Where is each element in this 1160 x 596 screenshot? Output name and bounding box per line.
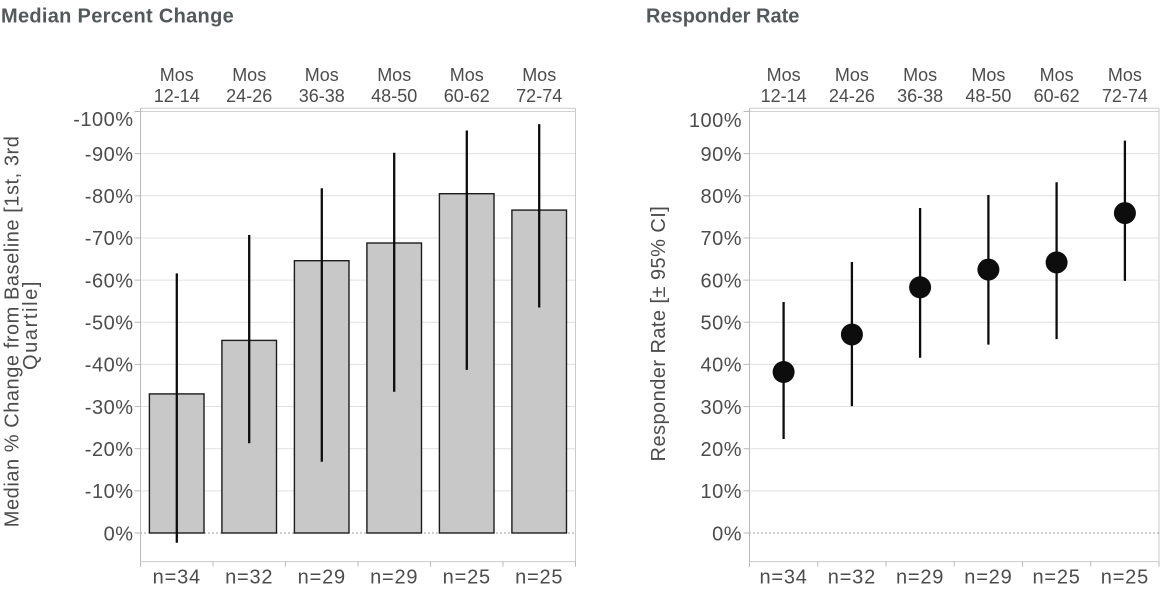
svg-text:n=25: n=25 [515,567,563,589]
svg-text:n=25: n=25 [443,567,491,589]
svg-text:n=32: n=32 [225,567,273,589]
svg-text:36-38: 36-38 [897,86,943,106]
svg-text:n=34: n=34 [759,567,807,589]
svg-text:-60%: -60% [85,270,134,292]
svg-text:-30%: -30% [85,397,134,419]
svg-text:-50%: -50% [85,313,134,335]
svg-text:60-62: 60-62 [1034,86,1080,106]
svg-text:n=29: n=29 [896,567,944,589]
svg-text:n=25: n=25 [1101,567,1149,589]
svg-text:72-74: 72-74 [1102,86,1148,106]
svg-text:Mos: Mos [1040,65,1074,85]
svg-text:40%: 40% [700,355,742,377]
svg-text:90%: 90% [700,144,742,166]
svg-text:-10%: -10% [85,481,134,503]
svg-text:n=34: n=34 [153,567,201,589]
svg-text:Mos: Mos [903,65,937,85]
svg-text:72-74: 72-74 [516,86,562,106]
svg-text:n=29: n=29 [370,567,418,589]
svg-text:80%: 80% [700,186,742,208]
svg-text:20%: 20% [700,439,742,461]
svg-text:Mos: Mos [971,65,1005,85]
svg-text:Mos: Mos [232,65,266,85]
svg-text:10%: 10% [700,481,742,503]
svg-text:0%: 0% [712,523,742,545]
svg-text:-100%: -100% [73,109,133,131]
svg-text:36-38: 36-38 [299,86,345,106]
svg-text:12-14: 12-14 [761,86,807,106]
svg-text:60%: 60% [700,270,742,292]
svg-text:100%: 100% [689,110,742,132]
svg-text:-20%: -20% [85,439,134,461]
svg-text:Responder Rate: Responder Rate [646,5,799,27]
svg-text:-80%: -80% [85,186,134,208]
svg-text:n=25: n=25 [1032,567,1080,589]
svg-text:24-26: 24-26 [226,86,272,106]
svg-text:50%: 50% [700,313,742,335]
svg-text:n=29: n=29 [298,567,346,589]
svg-text:n=29: n=29 [964,567,1012,589]
svg-text:0%: 0% [104,523,134,545]
svg-text:Mos: Mos [1108,65,1142,85]
svg-text:Mos: Mos [160,65,194,85]
svg-text:Mos: Mos [377,65,411,85]
svg-text:Median % Change from Baseline: Median % Change from Baseline [1st, 3rd [2,136,24,528]
svg-text:48-50: 48-50 [965,86,1011,106]
svg-text:70%: 70% [700,228,742,250]
svg-text:12-14: 12-14 [154,86,200,106]
svg-text:Mos: Mos [305,65,339,85]
svg-text:48-50: 48-50 [371,86,417,106]
svg-text:Responder Rate [± 95% CI]: Responder Rate [± 95% CI] [648,206,670,462]
svg-text:Median Percent Change: Median Percent Change [1,5,234,27]
svg-text:Mos: Mos [767,65,801,85]
svg-text:-90%: -90% [85,144,134,166]
svg-text:Mos: Mos [450,65,484,85]
svg-text:24-26: 24-26 [829,86,875,106]
svg-text:-40%: -40% [85,355,134,377]
svg-text:60-62: 60-62 [444,86,490,106]
svg-text:Mos: Mos [522,65,556,85]
svg-text:Mos: Mos [835,65,869,85]
svg-text:30%: 30% [700,397,742,419]
svg-text:n=32: n=32 [828,567,876,589]
svg-text:-70%: -70% [85,228,134,250]
svg-text:Quartile]: Quartile] [20,280,42,370]
